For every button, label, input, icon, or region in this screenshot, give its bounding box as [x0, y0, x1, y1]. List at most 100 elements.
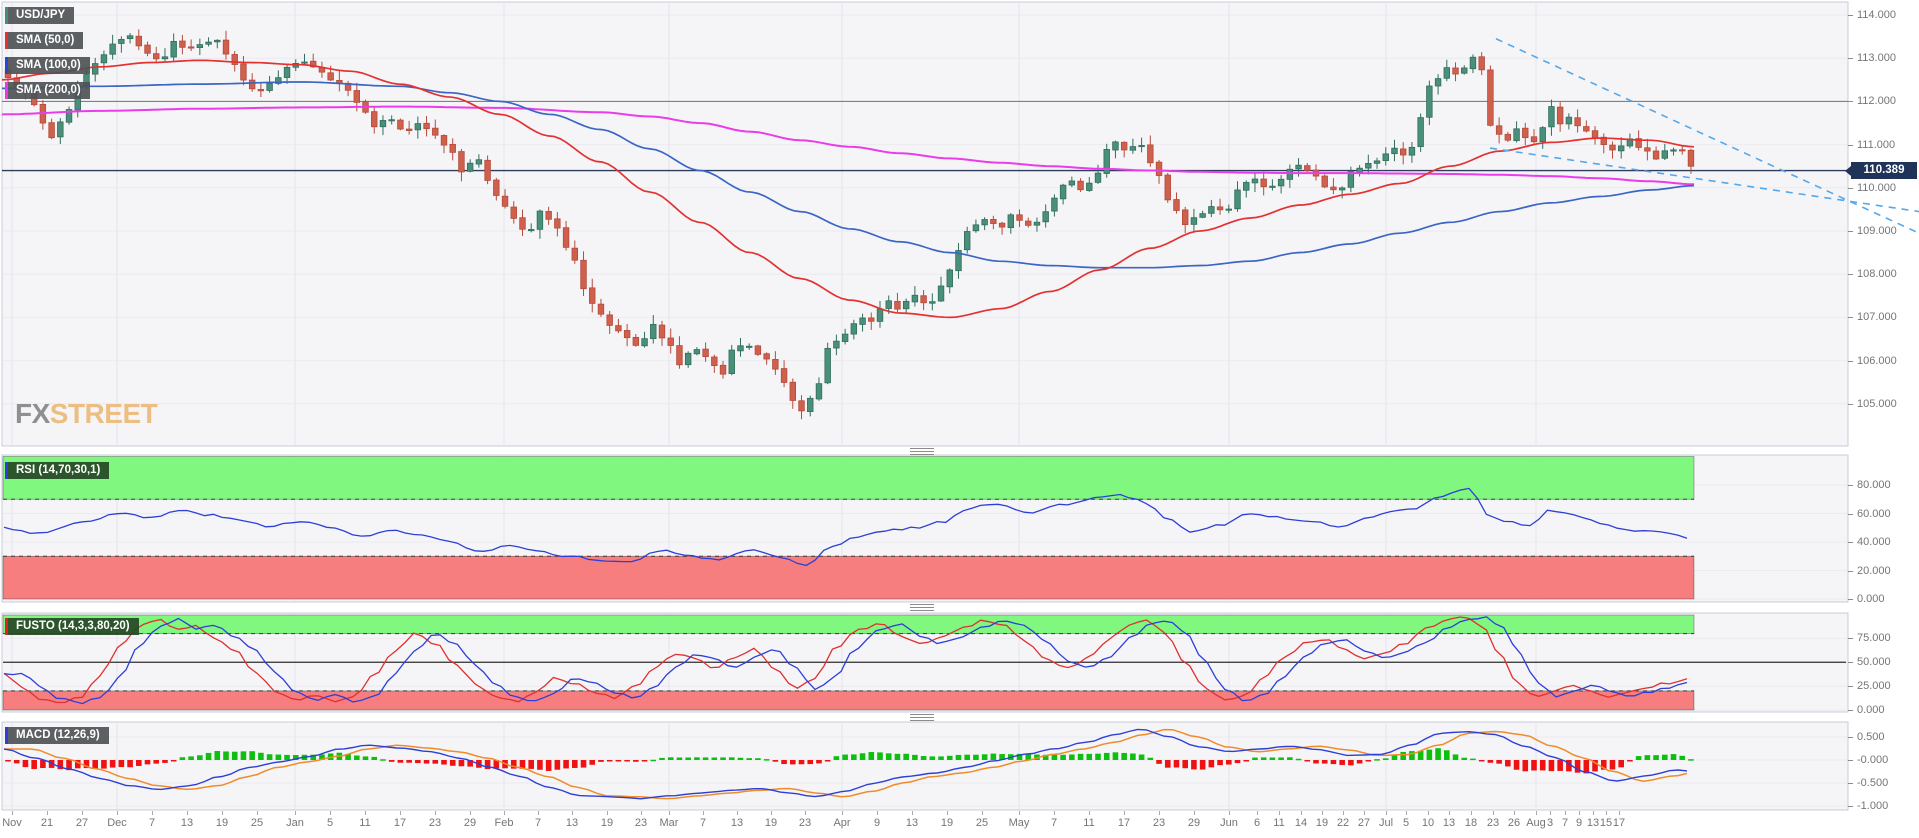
date-axis-tick [1322, 811, 1323, 815]
indicator-band [2, 690, 1695, 711]
date-axis-label: 27 [75, 817, 89, 829]
date-axis-tick [12, 811, 13, 815]
date-axis-tick [1054, 811, 1055, 815]
date-axis-label: 13 [1442, 817, 1456, 829]
legend-stoch[interactable]: FUSTO (14,3,3,80,20) [5, 618, 139, 635]
date-axis-label: 21 [40, 817, 54, 829]
date-axis-label: 19 [600, 817, 614, 829]
date-axis-tick [842, 811, 843, 815]
date-axis-tick [641, 811, 642, 815]
axis-tick-label: 0.000 [1857, 593, 1885, 605]
date-axis-label: 17 [1612, 817, 1626, 829]
date-axis-tick [1619, 811, 1620, 815]
axis-tick [1848, 231, 1853, 232]
pane-resize-handle[interactable] [910, 714, 934, 722]
axis-tick-label: 60.000 [1857, 507, 1891, 520]
legend-sma100[interactable]: SMA (100,0) [5, 57, 90, 74]
date-axis-tick [435, 811, 436, 815]
sma50-color-bar [5, 32, 8, 49]
rsi-line [3, 487, 1688, 567]
legend-macd[interactable]: MACD (12,26,9) [5, 727, 109, 744]
date-axis-label: 19 [215, 817, 229, 829]
date-axis-label: 19 [940, 817, 954, 829]
date-axis-tick [877, 811, 878, 815]
date-axis-tick [1428, 811, 1429, 815]
axis-tick-label: 20.000 [1857, 564, 1891, 577]
date-axis-tick [982, 811, 983, 815]
date-axis-tick [1550, 811, 1551, 815]
date-axis-tick [1593, 811, 1594, 815]
date-axis-tick [400, 811, 401, 815]
axis-tick-label: 80.000 [1857, 479, 1891, 491]
sma200-color-bar [5, 82, 8, 99]
macd-signal-line [4, 728, 1688, 800]
pane-resize-handle[interactable] [910, 604, 934, 612]
sma100-label: SMA (100,0) [16, 59, 81, 71]
date-axis-label: 26 [1507, 817, 1521, 829]
legend-rsi[interactable]: RSI (14,70,30,1) [5, 462, 110, 479]
axis-tick-label: 40.000 [1857, 536, 1891, 548]
date-axis-tick [1449, 811, 1450, 815]
axis-tick-label: 75.000 [1857, 632, 1891, 645]
date-axis-label: May [1008, 817, 1030, 829]
logo-fx: FX [15, 398, 50, 429]
indicator-band [2, 555, 1695, 600]
sma200-label: SMA (200,0) [16, 84, 81, 96]
pane-resize-handle[interactable] [910, 448, 934, 456]
axis-tick [1848, 317, 1853, 319]
date-axis-tick [1364, 811, 1365, 815]
date-axis-label: 15 [1599, 817, 1613, 829]
date-axis-tick [1019, 811, 1020, 815]
axis-tick-label: 109.000 [1857, 225, 1897, 237]
date-axis-label: 29 [463, 817, 477, 829]
date-axis-tick [1343, 811, 1344, 815]
date-axis-tick [1124, 811, 1125, 815]
legend-instrument[interactable]: USD/JPY [5, 7, 75, 24]
axis-tick [1848, 58, 1853, 60]
date-axis-tick [1514, 811, 1515, 815]
axis-tick [1848, 599, 1853, 600]
date-axis-label: 25 [975, 817, 989, 829]
indicator-band [2, 456, 1695, 500]
date-axis-tick [1471, 811, 1472, 815]
axis-tick [1848, 737, 1853, 738]
macd-label: MACD (12,26,9) [16, 729, 100, 741]
date-axis-tick [1536, 811, 1537, 815]
date-axis-tick [947, 811, 948, 815]
axis-tick [1848, 513, 1853, 515]
date-axis-label: 18 [1464, 817, 1478, 829]
date-axis-tick [1229, 811, 1230, 815]
axis-tick [1848, 101, 1853, 103]
date-axis-tick [1493, 811, 1494, 815]
date-axis-tick [365, 811, 366, 815]
axis-tick-label: 110.000 [1857, 181, 1896, 194]
stoch-label: FUSTO (14,3,3,80,20) [16, 620, 130, 632]
date-axis-label: 14 [1294, 817, 1308, 829]
date-axis-label: 13 [180, 817, 194, 829]
fxstreet-logo: FXSTREET [15, 398, 158, 430]
legend-sma50[interactable]: SMA (50,0) [5, 32, 84, 49]
date-axis-label: 9 [1575, 817, 1583, 829]
date-axis-label: 10 [1421, 817, 1435, 829]
date-axis-tick [912, 811, 913, 815]
date-axis-label: 27 [1357, 817, 1371, 829]
date-axis-tick [330, 811, 331, 815]
axis-tick-label: 106.000 [1857, 354, 1897, 367]
date-axis-tick [805, 811, 806, 815]
main-pane[interactable] [1, 1, 1849, 447]
axis-tick-label: 113.000 [1857, 52, 1896, 65]
date-axis-label: 23 [428, 817, 442, 829]
legend-sma200[interactable]: SMA (200,0) [5, 82, 90, 99]
sma50-line [1, 59, 1695, 319]
axis-tick [1848, 638, 1853, 640]
instrument-label: USD/JPY [16, 9, 66, 21]
date-axis-label: 17 [393, 817, 407, 829]
axis-tick [1848, 360, 1853, 362]
axis-tick-label: 114.000 [1857, 9, 1896, 21]
axis-tick [1848, 760, 1853, 761]
date-axis-label: 7 [148, 817, 156, 829]
axis-tick-label: 50.000 [1857, 656, 1891, 669]
stoch-d-line [3, 616, 1688, 705]
axis-tick [1848, 686, 1853, 688]
